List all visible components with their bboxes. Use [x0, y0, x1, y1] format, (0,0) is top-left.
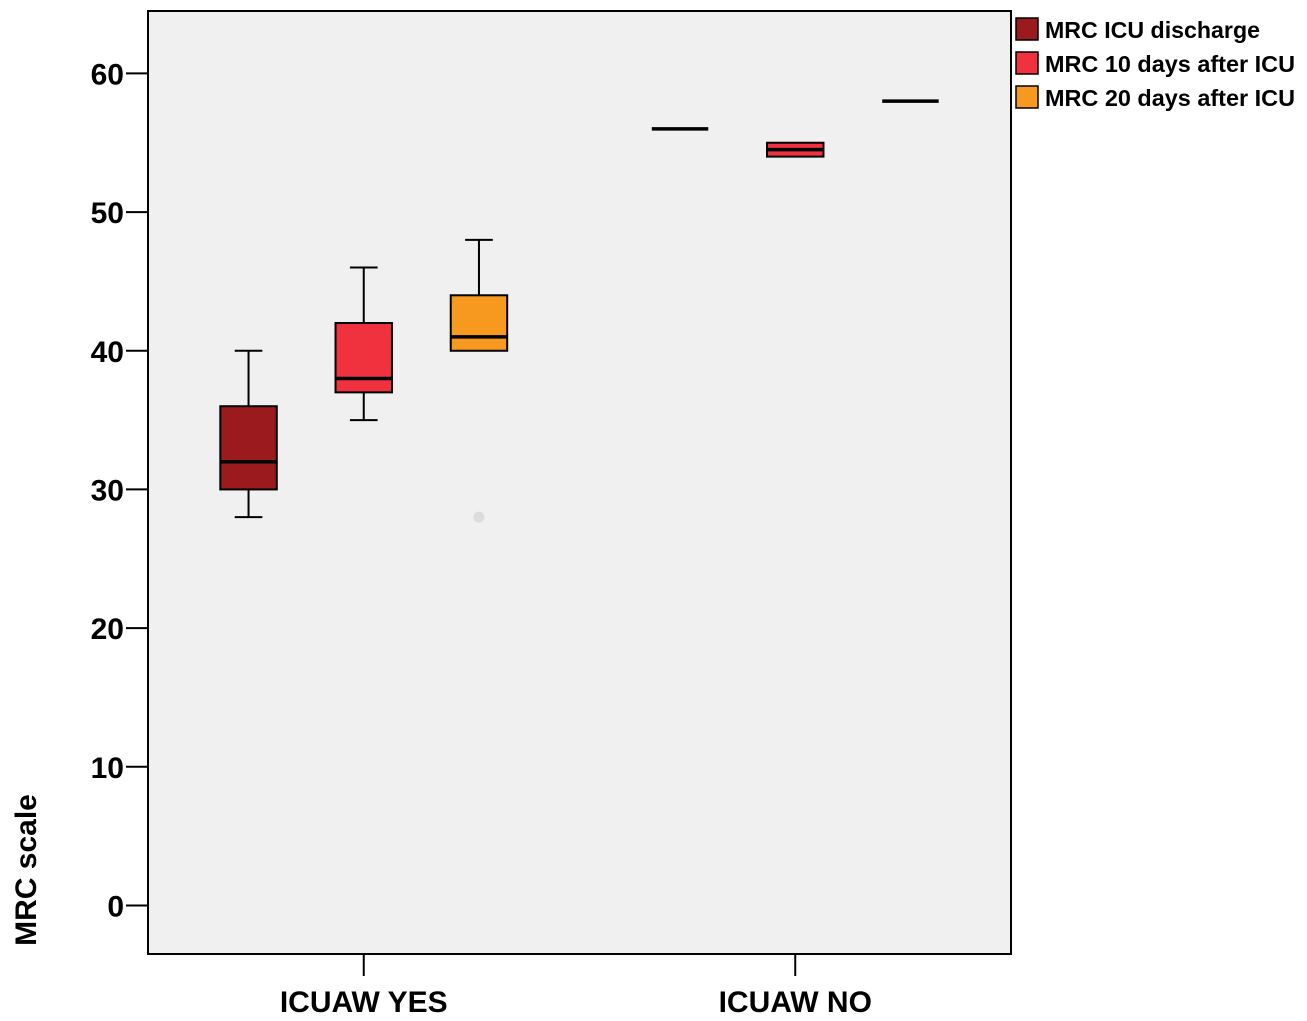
box-series-group — [219, 99, 939, 523]
y-tick-label: 50 — [91, 197, 124, 230]
legend-label: MRC ICU discharge — [1045, 17, 1260, 43]
box-1-1 — [766, 141, 825, 158]
y-axis-title: MRC scale — [10, 794, 43, 946]
box-iqr — [449, 294, 509, 352]
plot-area — [147, 10, 1012, 955]
x-axis: ICUAW YES ICUAW NO — [280, 954, 872, 1019]
y-tick-label: 0 — [107, 890, 124, 923]
legend-swatch — [1015, 17, 1039, 41]
y-tick-label: 30 — [91, 474, 124, 507]
y-tick-label: 20 — [91, 613, 124, 646]
legend: MRC ICU discharge MRC 10 days after ICU MR… — [1015, 17, 1295, 111]
y-tick-label: 40 — [91, 336, 124, 369]
legend-swatch — [1015, 51, 1039, 75]
box-0-1 — [334, 266, 393, 422]
y-tick-label: 10 — [91, 752, 124, 785]
x-category-label: ICUAW NO — [719, 986, 872, 1019]
x-category-label: ICUAW YES — [280, 986, 448, 1019]
legend-swatch — [1015, 85, 1039, 109]
box-iqr — [334, 322, 393, 394]
box-0-0 — [219, 349, 278, 519]
y-axis: 0 10 20 30 40 50 60 — [91, 58, 148, 923]
y-tick-label: 60 — [91, 58, 124, 91]
box-0-2 — [449, 238, 509, 523]
box-iqr — [219, 405, 278, 491]
legend-label: MRC 20 days after ICU — [1045, 85, 1295, 111]
outlier-point — [473, 511, 485, 523]
legend-label: MRC 10 days after ICU — [1045, 51, 1295, 77]
